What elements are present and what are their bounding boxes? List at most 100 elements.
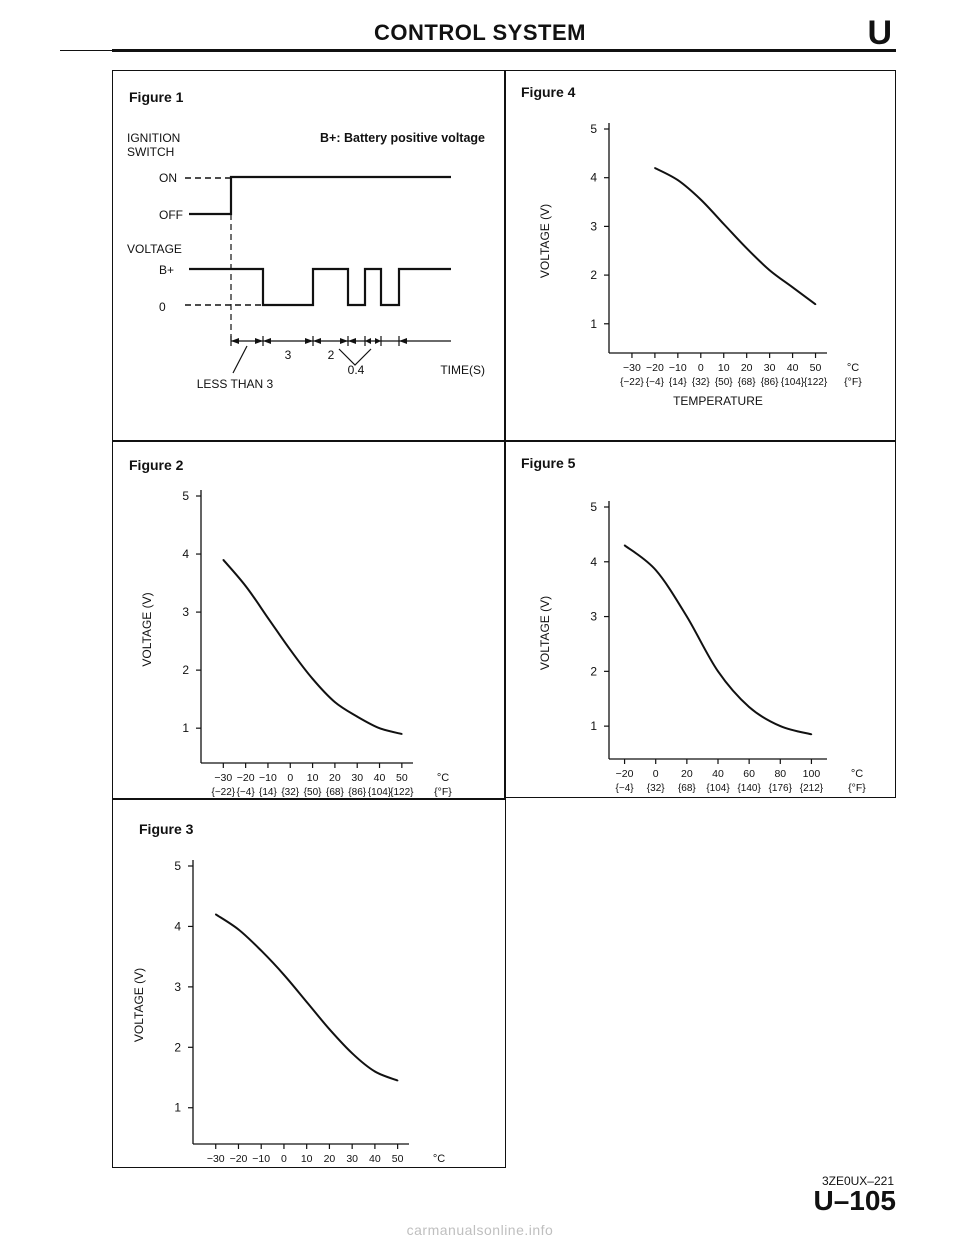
document-code: 3ZE0UX–221 <box>821 1174 894 1188</box>
x-tick-label-fahrenheit: {68} <box>738 377 756 388</box>
figure3-chart: 12345−30{−22}−20{−4}−10{14}0{32}10{50}20… <box>132 859 445 1165</box>
x-tick-label-celsius: 40 <box>787 362 799 374</box>
data-point <box>722 223 725 225</box>
voltage-curve <box>654 167 817 306</box>
figure2-chart: 1 2 3 4 5 −30 {−22}−20 {−4}−10 {14} 0 {32} 10 {50} 20… <box>140 489 452 798</box>
figure-grid: Figure 1 IGNITION SWITCH B+: Battery pos… <box>112 70 896 1168</box>
fahrenheit-unit-label: {°F} <box>848 782 866 794</box>
voltage-curve <box>222 559 403 735</box>
x-tick-label-celsius: 10 <box>307 772 319 784</box>
x-tick-label-celsius: −10 <box>669 362 687 374</box>
interval-04-label: 0.4 <box>348 363 365 377</box>
x-tick-label-fahrenheit: {−4} <box>237 787 256 798</box>
data-point <box>311 678 314 680</box>
battery-legend: B+: Battery positive voltage <box>320 131 485 145</box>
fahrenheit-unit-label: {°F} <box>844 376 862 388</box>
less-than-label: LESS THAN 3 <box>197 377 274 391</box>
figure3-panel: Figure 3 12345−30{−22}−20{−4}−10{14}0{32… <box>112 798 506 1168</box>
y-tick-label: 4 <box>182 547 189 561</box>
voltage-label: VOLTAGE <box>127 242 182 256</box>
off-label: OFF <box>159 208 183 222</box>
figure5-panel: Figure 5 1 2 3 4 5 −20 {−4} 0 {32} 20 {68} 40 {104} 6… <box>504 440 896 798</box>
x-tick-label-celsius: −20 <box>616 768 634 780</box>
data-point <box>791 286 794 289</box>
data-point <box>401 733 403 735</box>
data-point <box>814 303 817 306</box>
x-tick-label-fahrenheit: {−4} <box>616 783 635 794</box>
data-point <box>244 585 247 587</box>
x-tick-label-celsius: 80 <box>774 768 786 780</box>
x-tick-label-fahrenheit: {104} <box>368 787 392 798</box>
x-tick-label-celsius: 20 <box>329 772 341 784</box>
data-point <box>222 559 225 561</box>
x-tick-label-fahrenheit: {104} <box>781 377 805 388</box>
y-axis-title: VOLTAGE (V) <box>132 968 146 1042</box>
x-tick-label-celsius: 50 <box>396 772 408 784</box>
x-tick-label-celsius: −20 <box>237 772 255 784</box>
celsius-unit-label: °C <box>851 768 863 780</box>
x-tick-label-celsius: 0 <box>653 768 659 780</box>
zero-label: 0 <box>159 300 166 314</box>
celsius-unit-label: °C <box>847 362 859 374</box>
x-tick-label-fahrenheit: {32} <box>692 377 710 388</box>
voltage-curve <box>623 544 812 736</box>
y-tick-label: 2 <box>182 663 189 677</box>
data-point <box>374 1070 376 1073</box>
y-tick-label: 2 <box>590 268 597 282</box>
bplus-label: B+ <box>159 263 174 277</box>
x-tick-label-fahrenheit: {14} <box>259 787 277 798</box>
time-axis-arrows <box>231 338 407 344</box>
x-tick-label-fahrenheit: {14} <box>669 377 687 388</box>
x-tick-label-fahrenheit: {140} <box>737 783 761 794</box>
data-point <box>328 1028 331 1030</box>
y-tick-label: 3 <box>590 219 597 233</box>
y-tick-label: 5 <box>174 859 181 873</box>
x-tick-label-fahrenheit: {32} <box>281 787 299 798</box>
data-point <box>396 1079 399 1082</box>
data-point <box>267 617 269 619</box>
figure1-timing-diagram: IGNITION SWITCH B+: Battery positive vol… <box>127 131 485 391</box>
data-point <box>378 727 381 729</box>
x-tick-label-celsius: 30 <box>346 1153 358 1165</box>
data-point <box>283 973 285 976</box>
x-tick-label-fahrenheit: {50} <box>304 787 322 798</box>
figure1-panel: Figure 1 IGNITION SWITCH B+: Battery pos… <box>112 70 506 442</box>
ignition-label: IGNITION <box>127 131 180 145</box>
data-point <box>351 1052 353 1055</box>
y-tick-label: 1 <box>174 1101 181 1115</box>
data-point <box>289 649 292 651</box>
interval-3-label: 3 <box>285 348 292 362</box>
x-tick-label-celsius: −20 <box>646 362 664 374</box>
data-point <box>260 949 263 952</box>
x-tick-label-celsius: −20 <box>230 1153 248 1165</box>
on-label: ON <box>159 171 177 185</box>
x-axis-title: TEMPERATURE <box>673 394 763 408</box>
y-tick-label: 2 <box>590 664 597 678</box>
y-tick-label: 1 <box>182 721 189 735</box>
data-point <box>748 706 750 708</box>
x-tick-label-fahrenheit: {122} <box>804 377 828 388</box>
y-axis-title: VOLTAGE (V) <box>538 596 552 670</box>
y-axis-title: VOLTAGE (V) <box>538 204 552 278</box>
data-point <box>699 198 702 201</box>
x-tick-label-celsius: 50 <box>810 362 822 374</box>
x-tick-label-fahrenheit: {−22} <box>620 377 644 388</box>
x-tick-label-fahrenheit: {−4} <box>646 377 665 388</box>
x-tick-label-celsius: 20 <box>741 362 753 374</box>
y-tick-label: 4 <box>174 919 181 933</box>
figure3-label: Figure 3 <box>139 821 194 837</box>
data-point <box>810 733 813 736</box>
x-tick-label-fahrenheit: {122} <box>390 787 414 798</box>
data-point <box>237 928 240 931</box>
x-tick-label-celsius: −10 <box>259 772 277 784</box>
y-tick-label: 5 <box>590 122 597 136</box>
x-tick-label-celsius: 20 <box>681 768 693 780</box>
x-tick-label-celsius: 0 <box>287 772 293 784</box>
x-tick-label-fahrenheit: {−22} <box>211 787 235 798</box>
x-tick-label-fahrenheit: {86} <box>761 377 779 388</box>
x-tick-label-celsius: −30 <box>214 772 232 784</box>
header-rule-thin <box>60 50 120 51</box>
section-letter: U <box>867 14 892 52</box>
data-point <box>654 167 656 169</box>
x-tick-label-fahrenheit: {176} <box>769 783 793 794</box>
